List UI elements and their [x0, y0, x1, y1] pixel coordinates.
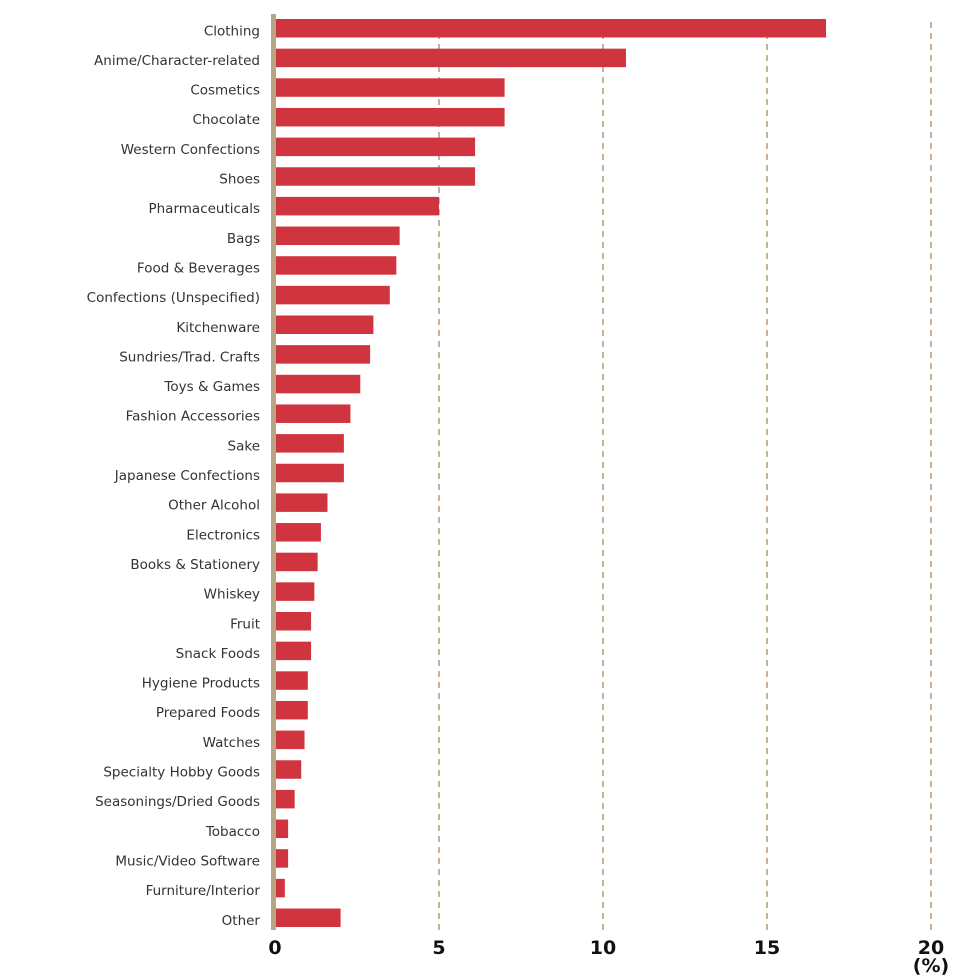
x-tick-label: 15 — [754, 937, 780, 959]
category-label: Specialty Hobby Goods — [103, 765, 260, 781]
grid-lines — [439, 22, 931, 930]
bar-30 — [275, 909, 341, 928]
bar-6 — [275, 197, 439, 216]
category-label: Sake — [228, 438, 260, 454]
category-labels: Clothing Anime/Character-related Cosmetics… — [87, 23, 261, 929]
bar-29 — [275, 879, 285, 898]
bar-24 — [275, 731, 305, 750]
category-label: Pharmaceuticals — [148, 201, 260, 217]
bar-21 — [275, 642, 311, 661]
category-label: Cosmetics — [190, 83, 260, 99]
bar-5 — [275, 167, 475, 186]
category-label: Prepared Foods — [156, 705, 260, 721]
bar-17 — [275, 523, 321, 542]
bar-13 — [275, 404, 350, 423]
category-label: Snack Foods — [176, 646, 260, 662]
category-label: Bags — [227, 231, 260, 247]
category-label: Other Alcohol — [168, 498, 260, 514]
category-label: Fruit — [230, 616, 260, 632]
bar-10 — [275, 316, 373, 335]
bar-7 — [275, 227, 400, 246]
category-label: Fashion Accessories — [126, 409, 260, 425]
bar-12 — [275, 375, 360, 394]
category-label: Toys & Games — [163, 379, 260, 395]
bar-1 — [275, 49, 626, 68]
category-label: Electronics — [186, 527, 260, 543]
bar-23 — [275, 701, 308, 720]
bar-26 — [275, 790, 295, 809]
x-tick-label: 10 — [590, 937, 616, 959]
category-label: Shoes — [219, 172, 260, 188]
category-label: Hygiene Products — [142, 676, 260, 692]
category-label: Furniture/Interior — [146, 883, 261, 899]
bar-15 — [275, 464, 344, 483]
bar-20 — [275, 612, 311, 631]
category-label: Japanese Confections — [114, 468, 260, 484]
bar-0 — [275, 19, 826, 38]
category-label: Clothing — [204, 23, 260, 39]
category-label: Watches — [203, 735, 260, 751]
y-axis-line — [271, 14, 276, 930]
category-label: Seasonings/Dried Goods — [95, 794, 260, 810]
category-label: Confections (Unspecified) — [87, 290, 260, 306]
category-label: Music/Video Software — [115, 853, 260, 869]
x-tick-label: 0 — [268, 937, 281, 959]
category-label: Other — [222, 913, 261, 929]
x-axis-unit-label: (%) — [913, 955, 949, 977]
bar-9 — [275, 286, 390, 305]
category-label: Tobacco — [205, 824, 260, 840]
category-label: Food & Beverages — [137, 260, 260, 276]
bar-28 — [275, 849, 288, 868]
category-label: Sundries/Trad. Crafts — [119, 349, 260, 365]
bar-22 — [275, 671, 308, 690]
category-label: Western Confections — [121, 142, 260, 158]
bar-16 — [275, 493, 327, 512]
x-tick-label: 5 — [432, 937, 445, 959]
category-label: Kitchenware — [176, 320, 260, 336]
bars — [275, 19, 826, 927]
bar-3 — [275, 108, 505, 127]
bar-11 — [275, 345, 370, 364]
bar-25 — [275, 760, 301, 779]
bar-27 — [275, 820, 288, 839]
category-label: Chocolate — [192, 112, 260, 128]
bar-14 — [275, 434, 344, 453]
bar-2 — [275, 78, 505, 97]
bar-19 — [275, 582, 314, 601]
bar-8 — [275, 256, 396, 275]
category-label: Whiskey — [204, 587, 260, 603]
x-axis-ticks: 05101520 — [268, 937, 944, 959]
bar-18 — [275, 553, 318, 572]
category-label: Anime/Character-related — [94, 53, 260, 69]
bar-4 — [275, 138, 475, 157]
category-label: Books & Stationery — [130, 557, 260, 573]
